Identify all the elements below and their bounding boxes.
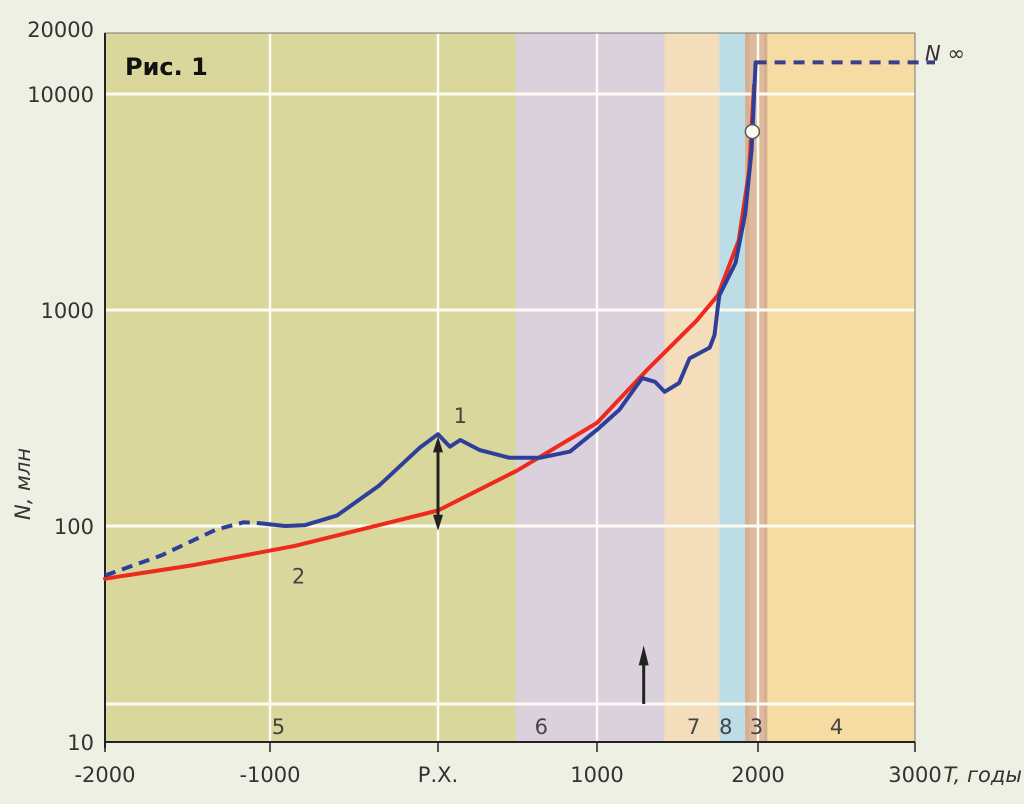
- band-5: [105, 33, 516, 742]
- series-1-line: [258, 60, 758, 528]
- axes: -2000 -1000 Р.Х. 1000 2000 3000 10 100 1000 10000…: [11, 18, 1022, 787]
- band-label-3: 3: [750, 715, 763, 739]
- x-tick-label: 3000: [888, 763, 941, 787]
- y-tick-label: 1000: [41, 299, 94, 323]
- series-2-label: 2: [292, 565, 305, 589]
- x-tick-label: -1000: [239, 763, 300, 787]
- x-axis-label: T, годы: [943, 763, 1022, 787]
- x-tick-label: Р.Х.: [418, 763, 458, 787]
- x-tick-label: 1000: [570, 763, 623, 787]
- band-label-7: 7: [687, 715, 700, 739]
- series-1-dashed-line: [104, 520, 261, 578]
- band-label-8: 8: [719, 715, 732, 739]
- marker-circle: [744, 123, 761, 140]
- y-axis-label: N, млн: [11, 448, 35, 520]
- x-tick-label: 2000: [731, 763, 784, 787]
- y-tick-label: 10: [67, 731, 94, 755]
- series-1-label: 1: [454, 404, 467, 428]
- band-4: [767, 33, 915, 742]
- figure-title: Рис. 1: [125, 53, 208, 81]
- arrow-head-up-icon: [433, 436, 443, 453]
- y-tick-label: 20000: [27, 18, 94, 42]
- band-label-6: 6: [535, 715, 548, 739]
- band-6: [515, 33, 665, 742]
- up-arrow-icon: [638, 645, 649, 666]
- y-tick-label: 10000: [27, 83, 94, 107]
- band-8: [719, 33, 746, 742]
- band-3-inner: [749, 33, 765, 742]
- series-layer: [103, 60, 935, 581]
- y-tick-label: 100: [54, 515, 94, 539]
- markers-layer: [433, 123, 761, 704]
- band-label-4: 4: [830, 715, 843, 739]
- grid-lines: [105, 33, 915, 742]
- x-tick-label: -2000: [74, 763, 135, 787]
- asymptote-label: N ∞: [925, 41, 965, 65]
- era-bands: [105, 33, 915, 742]
- labels-layer: 5 6 7 8 3 4 Рис. 1 N ∞ 1 2: [125, 41, 965, 739]
- band-label-5: 5: [272, 715, 285, 739]
- arrow-head-down-icon: [433, 514, 443, 531]
